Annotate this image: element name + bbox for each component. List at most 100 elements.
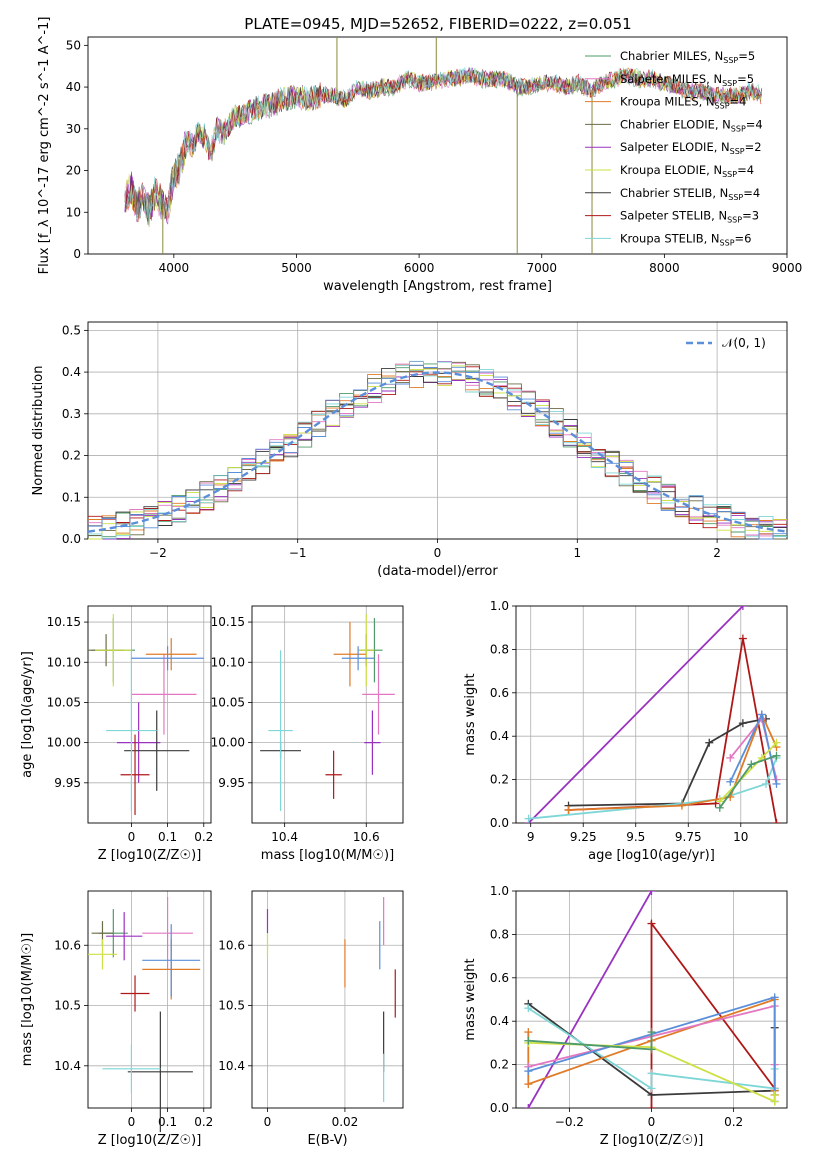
y-tick-label: 0.5 xyxy=(62,323,81,337)
legend-label: Chabrier ELODIE, NSSP=4 xyxy=(620,117,763,133)
x-tick-label: 9.5 xyxy=(626,830,645,844)
spectrum-series-line xyxy=(124,66,762,226)
y-axis-label: mass [log10(M/M☉)] xyxy=(20,933,35,1066)
weight-series-line xyxy=(527,606,744,823)
legend-label: Kroupa MILES, NSSP=4 xyxy=(620,95,746,111)
y-tick-label: 10.10 xyxy=(211,655,245,669)
y-tick-label: 10.15 xyxy=(47,615,81,629)
y-tick-label: 10.05 xyxy=(211,695,245,709)
x-tick-label: 10 xyxy=(733,830,748,844)
x-axis-label: mass [log10(M/M☉)] xyxy=(261,848,394,863)
axes-frame xyxy=(87,605,212,824)
y-tick-label: 0 xyxy=(73,247,81,261)
legend-label: 𝒩(0, 1) xyxy=(722,336,766,350)
x-tick-label: 0.2 xyxy=(724,1115,743,1129)
y-axis-label: Flux [f_λ 10^-17 erg cm^-2 s^-1 A^-1] xyxy=(37,17,52,275)
x-axis-label: (data-model)/error xyxy=(377,564,498,579)
weight-lines xyxy=(524,891,779,1108)
weight-series-line xyxy=(568,717,767,807)
y-tick-label: 0.4 xyxy=(62,365,81,379)
y-tick-label: 10.6 xyxy=(54,938,81,952)
x-tick-label: 0 xyxy=(264,1115,272,1129)
weight-series-line xyxy=(568,712,778,811)
axes-frame xyxy=(87,321,788,540)
y-tick-label: 10.4 xyxy=(218,1059,245,1073)
weight_vs_age-panel: 9 9.25 9.5 9.75 10 0.0 0.2 0.4 0.6 0.8 1.0 age [log… xyxy=(463,599,788,863)
y-tick-label: 10.15 xyxy=(211,615,245,629)
x-tick-label: 1 xyxy=(573,546,581,560)
y-tick-label: 30 xyxy=(66,122,81,136)
legend-label: Salpeter STELIB, NSSP=3 xyxy=(620,209,759,225)
x-axis-label: E(B-V) xyxy=(307,1133,347,1148)
y-tick-label: 0.8 xyxy=(490,927,509,941)
y-tick-label: 0.3 xyxy=(62,407,81,421)
histogram-step xyxy=(88,364,787,540)
x-tick-label: 0.1 xyxy=(158,830,177,844)
residuals-panel: −2 −1 0 1 2 0.0 0.1 0.2 0.3 0.4 0.5 (data-model)/er… xyxy=(31,321,788,579)
x-tick-label: 9000 xyxy=(772,261,803,275)
legend-label: Salpeter ELODIE, NSSP=2 xyxy=(620,140,762,156)
age_vs_Z-panel: 0 0.1 0.2 9.95 10.00 10.05 10.10 10.15 Z [log10(… xyxy=(20,605,213,863)
y-tick-label: 0.2 xyxy=(490,773,509,787)
axes-frame xyxy=(251,890,404,1109)
legend-label: Salpeter MILES, NSSP=5 xyxy=(620,72,754,88)
x-tick-label: 2 xyxy=(713,546,721,560)
x-axis-label: Z [log10(Z/Z☉)] xyxy=(98,848,202,863)
y-tick-label: 20 xyxy=(66,164,81,178)
y-tick-label: 10.00 xyxy=(211,736,245,750)
age_vs_mass-panel: 10.4 10.6 9.95 10.00 10.05 10.10 10.15 mass [lo… xyxy=(211,605,404,863)
y-axis-label: age [log10(age/yr)] xyxy=(20,651,35,778)
weight-series-line xyxy=(527,891,653,1108)
spectrum-panel: 4000 5000 6000 7000 8000 9000 0 10 20 30 40 50 wavel… xyxy=(37,17,802,294)
x-tick-label: −1 xyxy=(289,546,307,560)
x-axis-label: Z [log10(Z/Z☉)] xyxy=(600,1133,704,1148)
x-tick-label: −0.2 xyxy=(555,1115,584,1129)
y-tick-label: 1.0 xyxy=(490,884,509,898)
y-tick-label: 0.6 xyxy=(490,686,509,700)
mass_vs_ebv-panel: 0 0.02 10.4 10.5 10.6 E(B-V) xyxy=(218,890,404,1148)
legend-label: Kroupa ELODIE, NSSP=4 xyxy=(620,163,754,179)
x-tick-label: 0.2 xyxy=(194,1115,213,1129)
y-axis-label: mass weight xyxy=(463,673,478,755)
normal-curve xyxy=(87,371,788,533)
axes-frame xyxy=(515,605,788,824)
spectrum-series-line xyxy=(124,67,762,217)
x-tick-label: 0 xyxy=(648,1115,656,1129)
y-tick-label: 9.95 xyxy=(54,776,81,790)
x-tick-label: 0 xyxy=(128,830,136,844)
spectrum-lines xyxy=(124,37,762,254)
x-tick-label: 7000 xyxy=(526,261,557,275)
x-tick-label: 8000 xyxy=(649,261,680,275)
y-tick-label: 0.8 xyxy=(490,642,509,656)
x-tick-label: 0.1 xyxy=(158,1115,177,1129)
y-tick-label: 0.6 xyxy=(490,971,509,985)
y-tick-label: 1.0 xyxy=(490,599,509,613)
y-tick-label: 10 xyxy=(66,205,81,219)
y-tick-label: 0.1 xyxy=(62,490,81,504)
x-tick-label: 9 xyxy=(527,830,535,844)
y-tick-label: 0.2 xyxy=(490,1058,509,1072)
y-axis-label: mass weight xyxy=(463,958,478,1040)
x-tick-label: 9.75 xyxy=(675,830,702,844)
y-tick-label: 10.5 xyxy=(218,999,245,1013)
x-tick-label: 6000 xyxy=(404,261,435,275)
weight-lines xyxy=(524,606,781,823)
x-tick-label: 10.4 xyxy=(271,830,298,844)
legend-label: Chabrier MILES, NSSP=5 xyxy=(620,49,755,65)
x-tick-label: 0 xyxy=(128,1115,136,1129)
x-tick-label: 10.6 xyxy=(353,830,380,844)
x-axis-label: age [log10(age/yr)] xyxy=(588,848,715,863)
x-tick-label: 4000 xyxy=(159,261,190,275)
y-tick-label: 0.0 xyxy=(490,1101,509,1115)
y-tick-label: 0.0 xyxy=(490,816,509,830)
legend-label: Chabrier STELIB, NSSP=4 xyxy=(620,186,760,202)
y-tick-label: 40 xyxy=(66,80,81,94)
y-tick-label: 0.4 xyxy=(490,729,509,743)
y-tick-label: 50 xyxy=(66,38,81,52)
x-tick-label: −2 xyxy=(149,546,167,560)
x-tick-label: 0.2 xyxy=(194,830,213,844)
y-tick-label: 9.95 xyxy=(218,776,245,790)
y-tick-label: 0.4 xyxy=(490,1014,509,1028)
y-tick-label: 10.10 xyxy=(47,655,81,669)
